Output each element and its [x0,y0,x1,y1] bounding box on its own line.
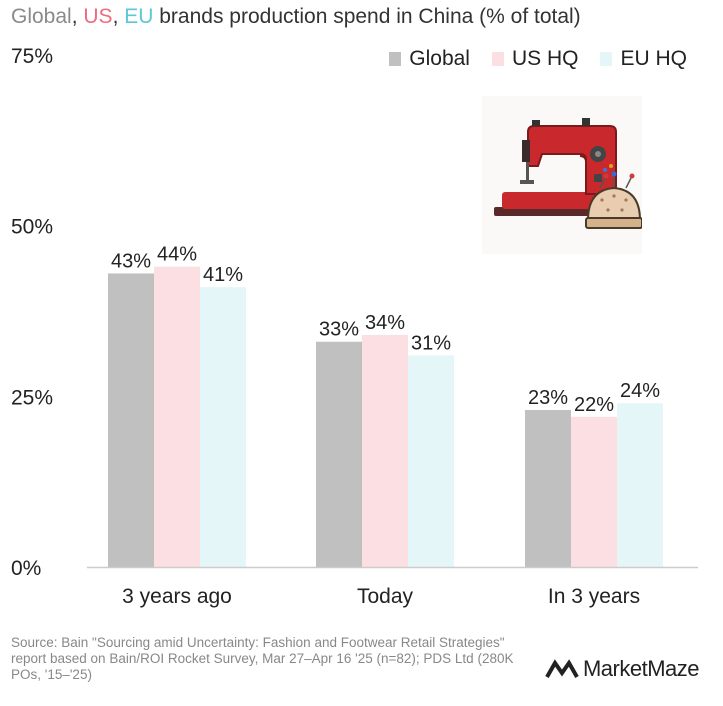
brand-name: MarketMaze [582,656,700,681]
sewing-machine-icon [494,118,643,229]
title-us: US [83,5,113,28]
brand-logo: MarketMaze [545,656,700,682]
data-label: 31% [411,332,451,354]
y-tick-label: 0% [11,557,41,580]
pincushion-icon [585,171,643,229]
title-separator: , [112,5,125,28]
legend-label-global: Global [409,47,470,70]
source-note: Source: Bain "Sourcing amid Uncertainty:… [11,635,514,682]
bar [316,341,362,567]
data-label: 43% [111,250,151,272]
bar [108,273,154,567]
legend-swatch-us-hq [491,52,504,66]
chart-title: Global, US, EU brands production spend i… [11,5,581,29]
legend-item-global: Global [389,47,470,71]
bar [362,334,408,567]
data-label: 41% [203,264,243,286]
chart-legend: Global US HQ EU HQ [389,47,687,71]
data-label: 33% [319,319,359,341]
bar [525,409,571,567]
bar [200,287,246,567]
data-label: 23% [528,387,568,409]
title-global: Global [11,5,72,28]
x-tick-label: In 3 years [548,585,640,608]
data-label: 24% [620,380,660,402]
bar [617,403,663,567]
bar [571,416,617,567]
data-label: 44% [157,244,197,266]
legend-swatch-eu-hq [600,52,613,66]
x-tick-label: 3 years ago [122,585,232,608]
title-eu: EU [124,5,154,28]
legend-item-us-hq: US HQ [491,47,579,71]
legend-swatch-global [389,52,402,66]
legend-item-eu-hq: EU HQ [600,47,687,71]
title-rest: brands production spend in China (% of t… [153,5,581,28]
title-separator: , [71,5,84,28]
y-tick-label: 75% [11,45,53,68]
y-tick-label: 50% [11,216,53,239]
bar [408,355,454,567]
y-tick-label: 25% [11,386,53,409]
data-label: 22% [574,394,614,416]
bar [154,266,200,567]
legend-label-us-hq: US HQ [511,47,579,70]
x-tick-label: Today [357,585,414,608]
legend-label-eu-hq: EU HQ [620,47,687,70]
marketmaze-logo-icon [545,659,579,678]
sewing-illustration [482,96,643,254]
data-label: 34% [365,312,405,334]
